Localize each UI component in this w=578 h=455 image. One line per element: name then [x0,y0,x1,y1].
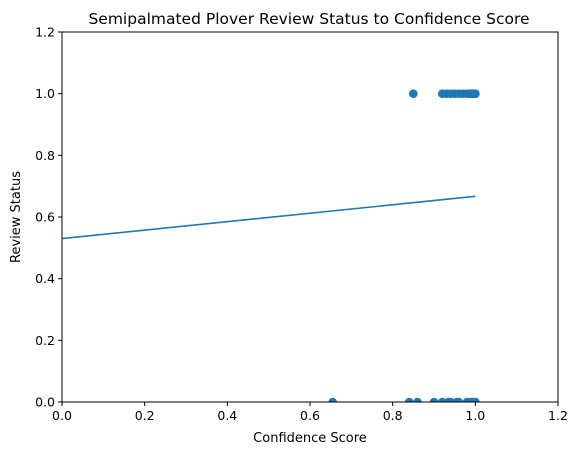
data-point [328,397,338,402]
y-tick-label: 1.2 [35,25,55,40]
y-tick-label: 0.0 [35,395,55,410]
data-point [429,397,439,402]
x-tick-label: 0.8 [383,408,403,423]
x-tick-label: 0.2 [135,408,155,423]
x-axis-label: Confidence Score [253,431,367,446]
data-point [409,89,418,98]
y-axis-label: Review Status [9,171,24,263]
data-point [471,397,480,402]
y-tick-label: 0.2 [35,333,55,348]
x-tick-label: 1.2 [548,408,568,423]
data-point [413,397,422,402]
plot-frame [61,31,559,403]
data-point [454,397,464,402]
y-tick-label: 0.4 [35,271,55,286]
data-point [471,89,480,98]
y-tick-label: 0.8 [35,148,55,163]
x-tick-label: 1.0 [465,408,485,423]
y-tick-label: 1.0 [35,86,55,101]
data-point [404,397,414,402]
trend-line [62,195,476,240]
x-tick-label: 0.0 [52,408,72,423]
y-tick-label: 0.6 [35,210,55,225]
x-tick-label: 0.4 [217,408,237,423]
chart-title: Semipalmated Plover Review Status to Con… [88,10,529,28]
x-tick-label: 0.6 [300,408,320,423]
